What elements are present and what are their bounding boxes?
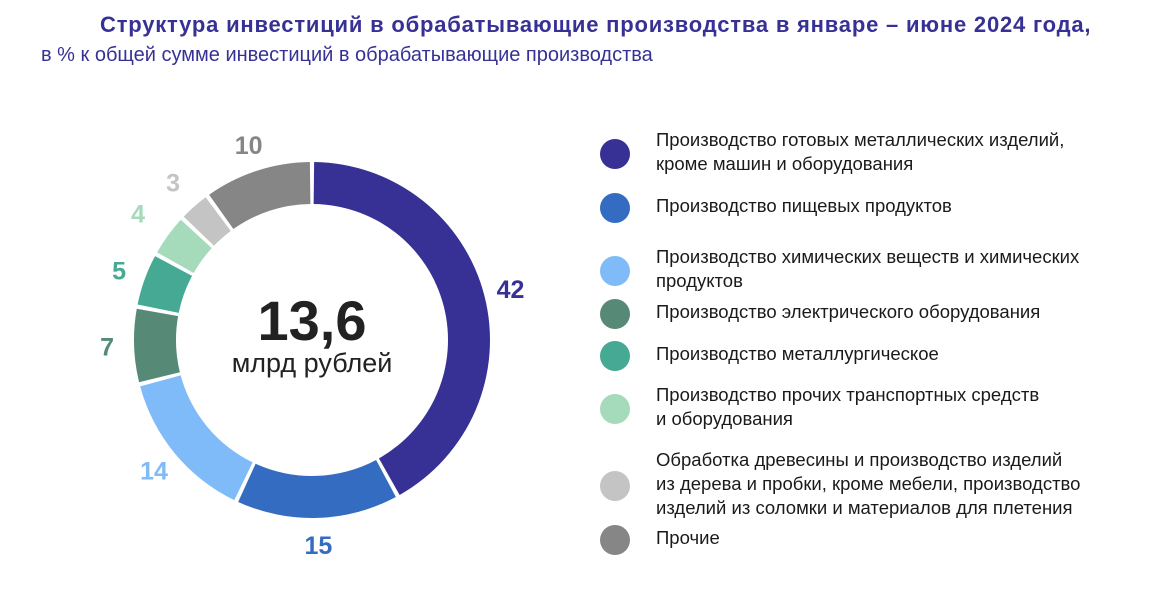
legend-label: Производство электрического оборудования <box>656 300 1156 324</box>
legend-label-line: Обработка древесины и производство издел… <box>656 449 1063 470</box>
donut-slice <box>238 459 396 518</box>
donut-slice <box>140 375 253 501</box>
legend-label-line: из дерева и пробки, кроме мебели, произв… <box>656 473 1081 494</box>
legend-swatch <box>600 471 630 501</box>
donut-slice <box>134 308 180 383</box>
legend-swatch <box>600 525 630 555</box>
data-label: 4 <box>131 201 145 229</box>
donut-slice <box>313 162 490 495</box>
legend-swatch <box>600 256 630 286</box>
data-label: 42 <box>497 276 525 304</box>
legend-label: Обработка древесины и производство издел… <box>656 448 1156 520</box>
legend-label-line: Производство электрического оборудования <box>656 301 1041 322</box>
donut-slice <box>137 256 193 313</box>
data-label: 7 <box>100 333 114 361</box>
legend-label: Производство металлургическое <box>656 342 1156 366</box>
donut-slice <box>209 162 311 230</box>
legend-label-line: Производство прочих транспортных средств <box>656 384 1040 405</box>
legend-label: Производство пищевых продуктов <box>656 194 1156 218</box>
donut-chart: 42 15 14 7 5 43 10 13,6 млрд рублей <box>100 132 525 560</box>
center-unit: млрд рублей <box>232 348 393 378</box>
legend-label: Производство химических веществ и химиче… <box>656 245 1156 293</box>
legend-label: Производство прочих транспортных средств… <box>656 383 1156 431</box>
legend-swatch <box>600 394 630 424</box>
data-label: 10 <box>235 132 263 160</box>
legend-label-line: кроме машин и оборудования <box>656 153 914 174</box>
legend-swatch <box>600 193 630 223</box>
data-label: 14 <box>140 458 168 486</box>
legend-label-line: Прочие <box>656 527 720 548</box>
legend-swatch <box>600 341 630 371</box>
data-label: 15 <box>305 532 333 560</box>
legend-label-line: Производство металлургическое <box>656 343 939 364</box>
legend-swatch <box>600 139 630 169</box>
legend-swatch <box>600 299 630 329</box>
legend: Производство готовых металлических издел… <box>600 128 1160 568</box>
chart-title: Структура инвестиций в обрабатывающие пр… <box>100 12 1092 37</box>
legend-label-line: Производство химических веществ и химиче… <box>656 246 1080 267</box>
legend-label-line: изделий из соломки и материалов для плет… <box>656 497 1073 518</box>
legend-label: Прочие <box>656 526 1156 550</box>
donut-slice <box>157 219 212 274</box>
data-label: 5 <box>112 258 126 286</box>
legend-label: Производство готовых металлических издел… <box>656 128 1156 176</box>
center-value: 13,6 <box>258 289 367 352</box>
legend-label-line: Производство пищевых продуктов <box>656 195 952 216</box>
data-label: 3 <box>166 169 180 197</box>
legend-label-line: Производство готовых металлических издел… <box>656 129 1065 150</box>
legend-label-line: и оборудования <box>656 408 793 429</box>
donut-slice <box>183 197 231 246</box>
legend-label-line: продуктов <box>656 270 743 291</box>
chart-subtitle: в % к общей сумме инвестиций в обрабатыв… <box>41 44 653 66</box>
